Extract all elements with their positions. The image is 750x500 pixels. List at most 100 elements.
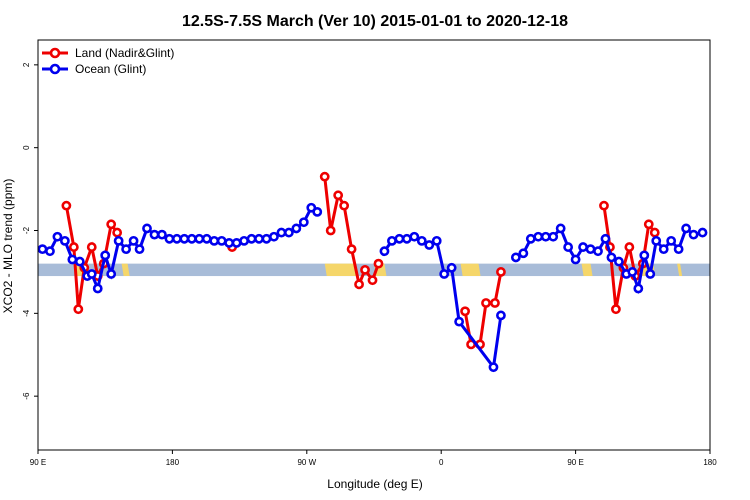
x-axis: 90 E 180 90 W 0 90 E 180 [30,450,717,467]
series-land [61,171,660,350]
data-point [599,200,609,211]
data-point [649,227,660,238]
data-point [525,233,536,244]
data-point [658,244,669,255]
data-point [333,190,344,201]
data-point [496,267,506,277]
data-point [254,233,264,244]
data-point [645,269,656,279]
data-point [231,238,242,248]
data-point [401,233,412,244]
data-point [68,242,79,252]
chart-title: 12.5S-7.5S March (Ver 10) 2015-01-01 to … [182,13,568,30]
data-point [179,233,190,244]
x-tick-label: 90 W [297,458,316,467]
land-band-segment [324,263,359,277]
x-tick-label: 90 E [567,458,583,467]
data-point [142,223,152,234]
data-point [624,242,635,252]
data-point [424,240,435,250]
y-axis: 2 0 -2 -4 -6 [22,62,38,400]
data-point [570,254,581,265]
data-point [269,231,279,242]
data-point [563,242,574,252]
data-point [59,235,70,246]
legend-item-ocean: Ocean (Glint) [42,62,146,76]
series-layer [37,171,708,373]
data-point [164,233,175,244]
data-point [510,252,521,263]
data-point [276,227,287,238]
legend-label: Land (Nadir&Glint) [75,46,174,60]
y-tick-label: 2 [22,62,31,67]
data-point [45,246,55,257]
data-point [325,225,336,236]
data-point [373,258,384,269]
data-point [555,223,566,234]
data-point [61,200,72,211]
data-point [194,233,205,244]
series-line [463,271,503,346]
data-point [246,233,257,244]
y-axis-label: XCO2 - MLO trend (ppm) [1,179,15,314]
x-tick-label: 180 [703,458,717,467]
legend-label: Ocean (Glint) [75,62,146,76]
data-point [606,252,617,263]
data-point [239,235,249,246]
data-point [74,256,85,267]
data-point [518,248,529,259]
data-point [106,269,117,279]
data-point [134,244,145,255]
y-tick-label: -6 [22,392,31,400]
data-point [261,233,272,244]
data-point [360,264,370,275]
data-point [593,246,603,257]
data-point [611,304,621,315]
data-point [121,244,132,255]
data-point [394,233,405,244]
data-point [651,235,662,246]
data-point [697,227,708,238]
data-point [354,279,364,290]
data-point [224,238,235,248]
data-point [460,306,470,317]
data-point [454,316,465,327]
y-tick-label: -4 [22,309,31,317]
land-band-segment [677,263,683,277]
data-point [201,233,212,244]
data-point [578,242,588,252]
data-point [643,219,654,230]
legend-swatch-marker [49,63,61,75]
plot-frame [37,39,711,451]
data-point [439,269,450,279]
land-band-segment [121,263,130,277]
data-point [627,267,638,277]
data-point [186,233,197,244]
data-point [585,244,596,255]
land-band-segment [581,263,593,277]
x-axis-label: Longitude (deg E) [327,477,422,491]
data-point [52,231,63,242]
data-point [533,231,544,242]
data-point [600,233,611,244]
data-point [409,231,420,242]
x-tick-label: 90 E [30,458,46,467]
legend-item-land: Land (Nadir&Glint) [42,46,174,60]
data-point [688,229,699,240]
data-point [666,235,677,246]
data-point [319,171,330,182]
data-point [639,250,650,261]
ocean-band [38,263,710,277]
data-point [291,223,302,234]
data-point [73,304,84,315]
data-point [149,229,160,240]
x-tick-label: 0 [439,458,444,467]
data-point [113,235,124,246]
legend: Land (Nadir&Glint) Ocean (Glint) [42,46,174,76]
series-ocean [37,202,708,373]
data-point [416,235,427,246]
data-point [37,244,48,255]
data-point [298,217,309,228]
data-point [209,235,220,246]
data-point [673,244,684,255]
